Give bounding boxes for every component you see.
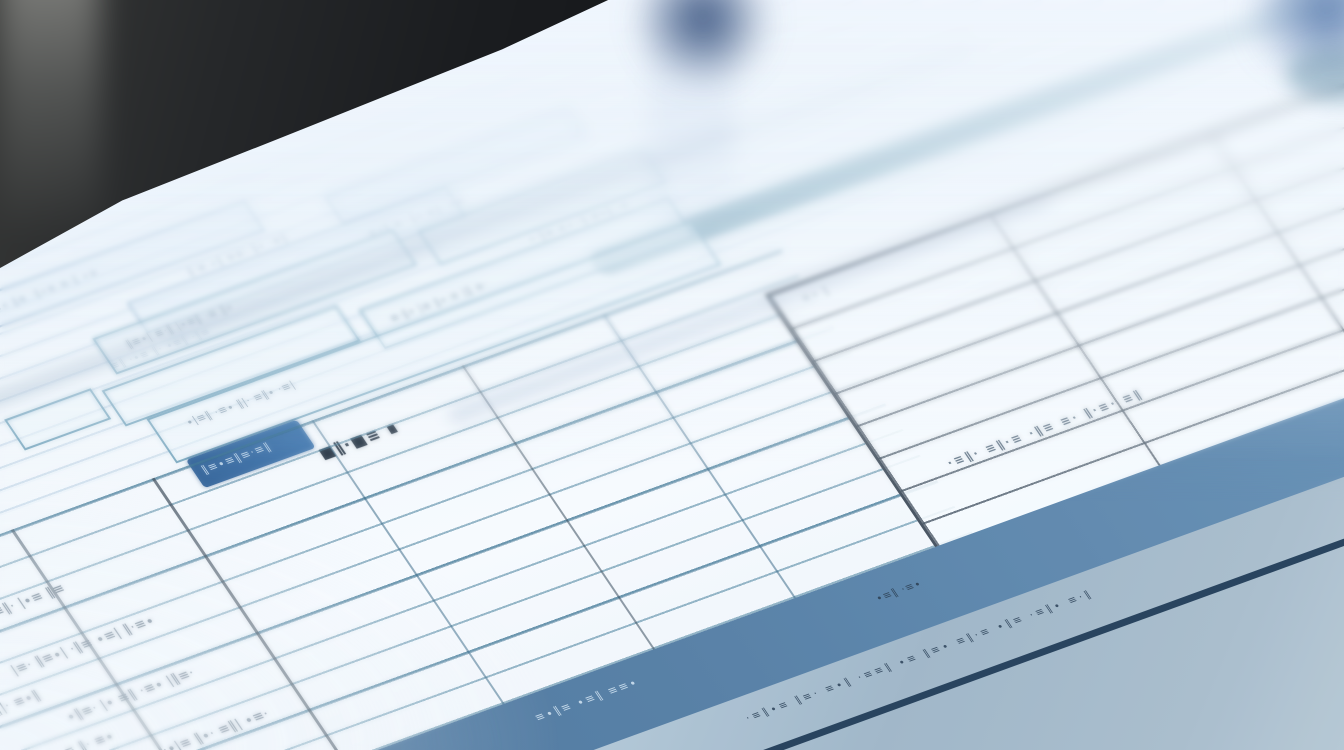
blurred-gray-object	[0, 0, 100, 240]
